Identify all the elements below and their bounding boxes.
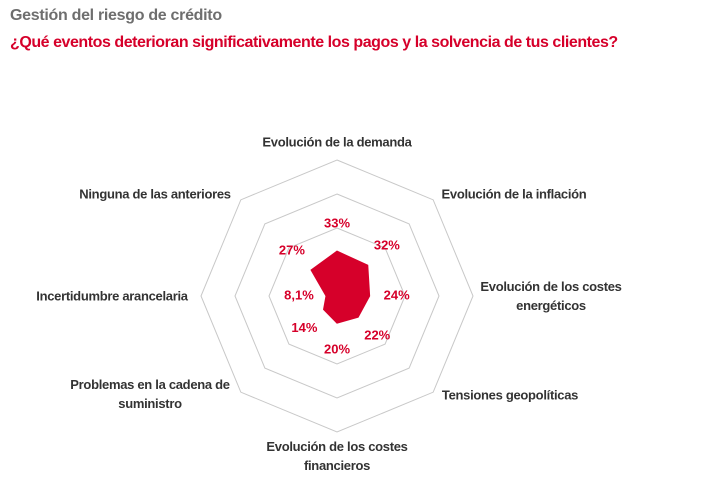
- chart-subtitle: ¿Qué eventos deterioran significativamen…: [10, 34, 618, 51]
- data-label: 22%: [364, 328, 390, 343]
- category-label: Evolución de los costes energéticos: [480, 279, 622, 313]
- grid-ring: [234, 193, 440, 399]
- category-label: Tensiones geopolíticas: [441, 387, 579, 403]
- data-label: 8,1%: [284, 287, 314, 302]
- category-label: Incertidumbre arancelaria: [36, 288, 188, 304]
- data-label: 27%: [279, 242, 305, 257]
- grid-ring: [200, 159, 474, 433]
- category-label: Evolución de los costes financieros: [266, 439, 408, 473]
- data-label: 24%: [384, 287, 410, 302]
- data-label: 20%: [324, 342, 350, 357]
- grid-ring: [268, 227, 406, 365]
- category-label: Evolución de la inflación: [441, 186, 587, 202]
- category-label: Ninguna de las anteriores: [79, 186, 231, 202]
- data-label: 14%: [291, 320, 317, 335]
- data-label: 32%: [374, 238, 400, 253]
- category-label: Evolución de la demanda: [262, 134, 412, 150]
- data-label: 33%: [324, 216, 350, 231]
- category-label: Problemas en la cadena de suministro: [70, 377, 230, 411]
- chart-title: Gestión del riesgo de crédito: [10, 7, 222, 24]
- data-area: [310, 250, 371, 324]
